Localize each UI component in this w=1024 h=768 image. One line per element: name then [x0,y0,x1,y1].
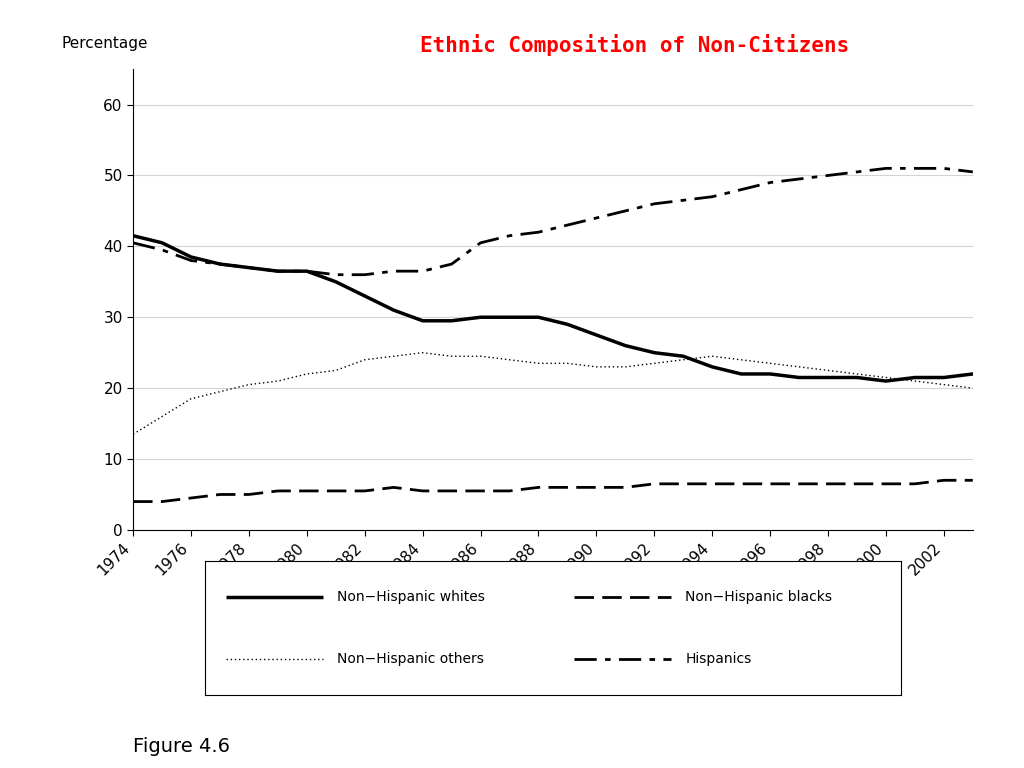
Text: Non−Hispanic others: Non−Hispanic others [337,652,484,666]
Text: Ethnic Composition of Non-Citizens: Ethnic Composition of Non-Citizens [420,34,850,56]
Text: Percentage: Percentage [61,35,148,51]
Text: Hispanics: Hispanics [685,652,752,666]
Text: Figure 4.6: Figure 4.6 [133,737,230,756]
Text: Non−Hispanic whites: Non−Hispanic whites [337,590,485,604]
Text: Non−Hispanic blacks: Non−Hispanic blacks [685,590,833,604]
